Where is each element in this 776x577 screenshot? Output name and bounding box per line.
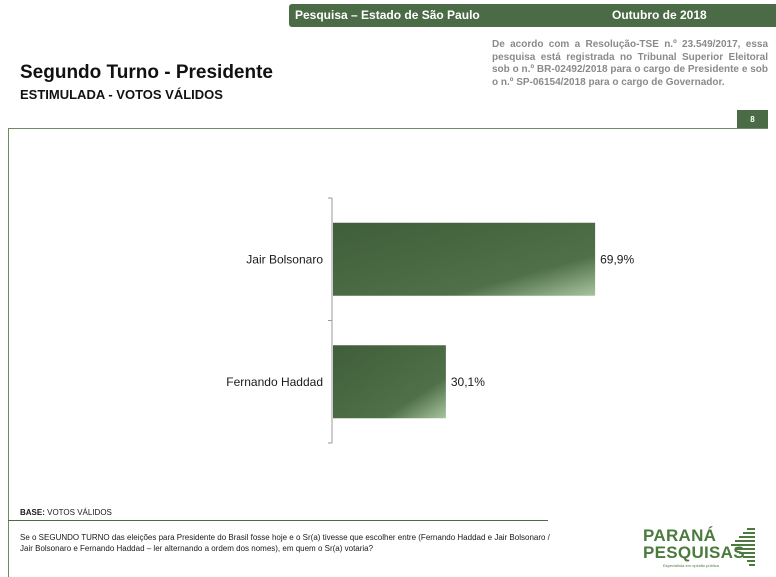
value-label: 69,9% [600,252,634,266]
footer-divider [8,520,548,521]
page-number: 8 [750,115,755,124]
parana-pesquisas-logo: PARANÁ PESQUISAS Especialista em opinião… [643,526,771,574]
chart-title: Segundo Turno - Presidente [20,62,273,83]
bar [333,345,446,419]
survey-question: Se o SEGUNDO TURNO das eleições para Pre… [20,533,550,553]
page-number-badge: 8 [737,110,768,129]
chart-subtitle: ESTIMULADA - VOTOS VÁLIDOS [20,87,223,102]
base-note: BASE: VOTOS VÁLIDOS [20,508,112,517]
date-label: Outubro de 2018 [612,8,707,22]
registration-note: De acordo com a Resolução-TSE n.º 23.549… [492,39,768,88]
logo-tagline: Especialista em opinião pública [663,563,719,568]
base-value: VOTOS VÁLIDOS [47,508,112,517]
category-label: Fernando Haddad [226,375,323,389]
logo-line1: PARANÁ [643,526,717,545]
frame-left-border [8,128,9,577]
category-label: Jair Bolsonaro [246,252,323,266]
header-divider [8,128,768,129]
bar [333,222,596,296]
logo-line2: PESQUISAS [643,543,745,562]
header-band: Pesquisa – Estado de São Paulo Outubro d… [289,4,776,27]
survey-label: Pesquisa – Estado de São Paulo [295,8,480,22]
value-label: 30,1% [451,375,485,389]
base-label: BASE: [20,508,45,517]
logo-bars-icon [729,528,755,568]
